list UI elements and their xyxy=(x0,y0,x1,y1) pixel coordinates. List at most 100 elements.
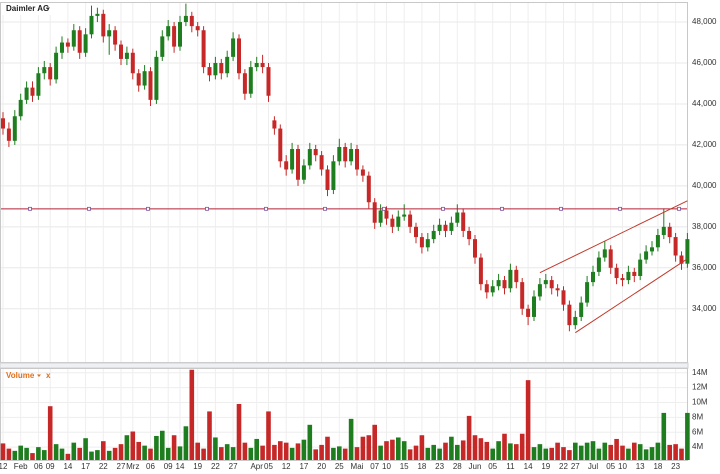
candle-body xyxy=(183,15,188,23)
candle-body xyxy=(337,146,342,162)
candle-body xyxy=(231,38,236,57)
volume-bar xyxy=(472,435,478,460)
volume-bar xyxy=(496,441,501,460)
volume-bar xyxy=(390,439,395,460)
candle-body xyxy=(278,128,283,162)
volume-bar xyxy=(360,436,366,460)
candle-body xyxy=(166,26,171,37)
volume-dropdown[interactable] xyxy=(37,374,41,378)
volume-bar xyxy=(466,415,472,460)
candle-body xyxy=(60,42,64,53)
line-handle xyxy=(677,206,681,211)
volume-bar xyxy=(620,445,625,460)
volume-close[interactable]: x xyxy=(46,371,51,380)
volume-bar xyxy=(219,447,224,460)
candle-body xyxy=(142,71,147,86)
x-tick-label: 09 xyxy=(46,462,55,471)
candle-body xyxy=(502,280,507,289)
volume-bar xyxy=(154,435,159,460)
volume-bar xyxy=(89,451,94,460)
y-tick-label: 46,000 xyxy=(692,58,717,67)
volume-bar xyxy=(348,418,354,460)
volume-bar xyxy=(549,447,554,460)
volume-bar xyxy=(596,448,602,460)
volume-bar xyxy=(148,448,153,460)
candle-body xyxy=(614,267,619,279)
candle-body xyxy=(148,71,153,100)
candle-body xyxy=(673,237,678,256)
volume-bar xyxy=(106,450,112,460)
chart-title[interactable]: Daimler AG xyxy=(6,4,49,13)
volume-bar xyxy=(508,443,513,460)
candle-body xyxy=(237,38,241,74)
volume-bar xyxy=(396,437,401,460)
candle-body xyxy=(89,15,94,35)
volume-bar xyxy=(366,435,372,460)
line-handle xyxy=(500,206,504,211)
candle-body xyxy=(667,226,672,238)
volume-bar xyxy=(602,442,608,460)
volume-title[interactable]: Volume xyxy=(6,371,35,380)
candle-body xyxy=(313,149,318,156)
volume-bar xyxy=(384,441,389,460)
volume-bar xyxy=(661,412,667,460)
candle-body xyxy=(1,118,5,129)
volume-bar xyxy=(213,437,218,460)
panel-splitter[interactable] xyxy=(0,362,689,369)
candle-body xyxy=(172,26,177,47)
candle-body xyxy=(526,308,531,317)
volume-bar xyxy=(608,444,613,460)
candle-body xyxy=(83,34,88,53)
candle-body xyxy=(65,42,70,47)
candle-body xyxy=(378,210,383,223)
volume-bar xyxy=(0,443,6,460)
x-tick-label: 19 xyxy=(193,462,202,471)
x-tick-label: 05 xyxy=(488,462,497,471)
candle-body xyxy=(178,22,182,47)
volume-bar xyxy=(578,445,584,460)
candle-body xyxy=(579,302,584,317)
volume-bar xyxy=(112,447,118,460)
y-tick-label: 34,000 xyxy=(692,304,717,313)
volume-bar xyxy=(378,445,383,460)
candle-body xyxy=(360,169,365,176)
y-tick-label: 42,000 xyxy=(692,140,717,149)
volume-bar xyxy=(283,442,289,460)
candle-body xyxy=(42,67,47,74)
volume-tick-label: 4M xyxy=(692,442,703,451)
volume-bar xyxy=(561,447,566,460)
line-handle xyxy=(28,206,32,211)
volume-tick-label: 10M xyxy=(692,398,708,407)
volume-bar xyxy=(160,430,165,460)
volume-bar xyxy=(59,448,65,460)
x-tick-label: 11 xyxy=(506,462,515,471)
title-dropdown[interactable] xyxy=(46,7,50,11)
x-tick-label: 13 xyxy=(636,462,645,471)
volume-bar xyxy=(567,450,572,460)
volume-bar xyxy=(490,448,495,460)
y-tick-label: 48,000 xyxy=(692,17,717,26)
volume-bar xyxy=(525,380,531,460)
candle-body xyxy=(661,226,666,236)
volume-bar xyxy=(65,453,71,460)
volume-bar xyxy=(443,442,448,460)
candle-body xyxy=(384,210,389,219)
candle-body xyxy=(201,30,206,68)
candle-body xyxy=(685,239,690,264)
candle-body xyxy=(573,316,578,326)
candle-body xyxy=(6,128,11,141)
x-tick-label: 27 xyxy=(571,462,580,471)
candle-body xyxy=(431,230,436,240)
y-tick-label: 38,000 xyxy=(692,222,717,231)
candle-body xyxy=(484,284,489,293)
x-tick-label: 10 xyxy=(618,462,627,471)
y-tick-label: 40,000 xyxy=(692,181,717,190)
candle-body xyxy=(301,165,306,180)
candle-body xyxy=(632,271,637,276)
candle-body xyxy=(136,73,141,86)
volume-bar xyxy=(478,438,484,460)
candle-body xyxy=(113,30,118,45)
plot xyxy=(0,3,690,460)
volume-bar xyxy=(230,447,236,460)
